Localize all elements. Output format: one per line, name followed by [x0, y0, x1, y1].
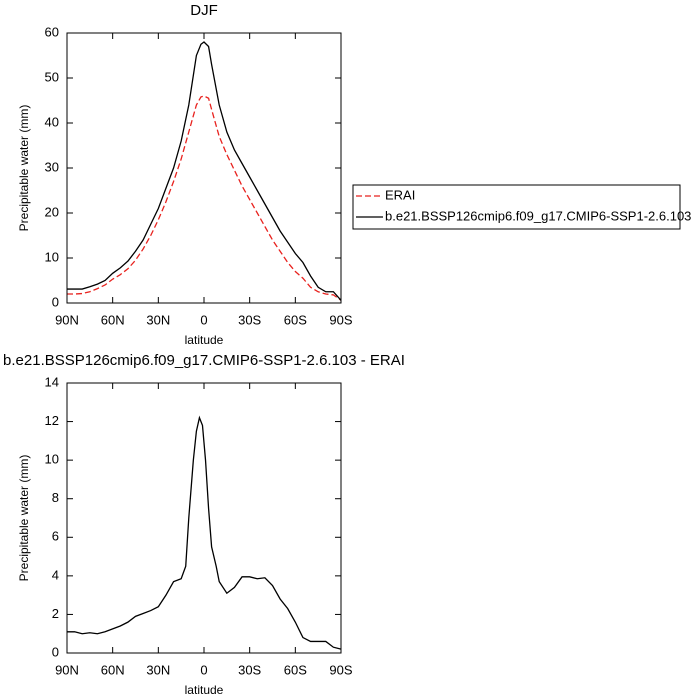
y-tick-label: 40	[45, 114, 59, 129]
x-tick-label: 0	[200, 312, 207, 327]
x-tick-label: 90N	[55, 662, 79, 677]
chart-title: b.e21.BSSP126cmip6.f09_g17.CMIP6-SSP1-2.…	[3, 352, 405, 369]
data-line	[67, 41, 342, 301]
x-tick-label: 30N	[146, 312, 170, 327]
y-axis-label: Precipitable water (mm)	[17, 105, 31, 232]
y-tick-label: 2	[52, 606, 59, 621]
x-tick-label: 60S	[284, 662, 307, 677]
plot-frame	[66, 382, 342, 654]
data-line	[67, 415, 342, 650]
x-tick-label: 60N	[101, 662, 125, 677]
y-tick-label: 4	[52, 567, 59, 582]
x-tick-label: 30N	[146, 662, 170, 677]
x-tick-label: 60N	[101, 312, 125, 327]
legend-box	[352, 184, 681, 230]
x-axis-label: latitude	[185, 683, 224, 697]
y-tick-label: 30	[45, 159, 59, 174]
chart-title: DJF	[190, 2, 218, 19]
x-tick-label: 90S	[329, 662, 352, 677]
y-tick-label: 14	[45, 374, 59, 389]
y-tick-label: 60	[45, 24, 59, 39]
y-axis-label: Precipitable water (mm)	[17, 455, 31, 582]
y-tick-label: 8	[52, 490, 59, 505]
y-tick-label: 50	[45, 69, 59, 84]
data-line	[67, 95, 342, 301]
x-axis-label: latitude	[185, 333, 224, 347]
y-tick-label: 0	[52, 294, 59, 309]
x-tick-label: 90S	[329, 312, 352, 327]
y-tick-label: 10	[45, 452, 59, 467]
x-tick-label: 60S	[284, 312, 307, 327]
y-tick-label: 6	[52, 529, 59, 544]
legend-label: b.e21.BSSP126cmip6.f09_g17.CMIP6-SSP1-2.…	[385, 208, 691, 223]
x-tick-label: 0	[200, 662, 207, 677]
y-tick-label: 12	[45, 413, 59, 428]
plot-frame	[66, 32, 342, 304]
x-tick-label: 90N	[55, 312, 79, 327]
legend-label: ERAI	[385, 187, 415, 202]
y-tick-label: 20	[45, 204, 59, 219]
y-tick-label: 0	[52, 644, 59, 659]
x-tick-label: 30S	[238, 312, 261, 327]
y-tick-label: 10	[45, 249, 59, 264]
x-tick-label: 30S	[238, 662, 261, 677]
